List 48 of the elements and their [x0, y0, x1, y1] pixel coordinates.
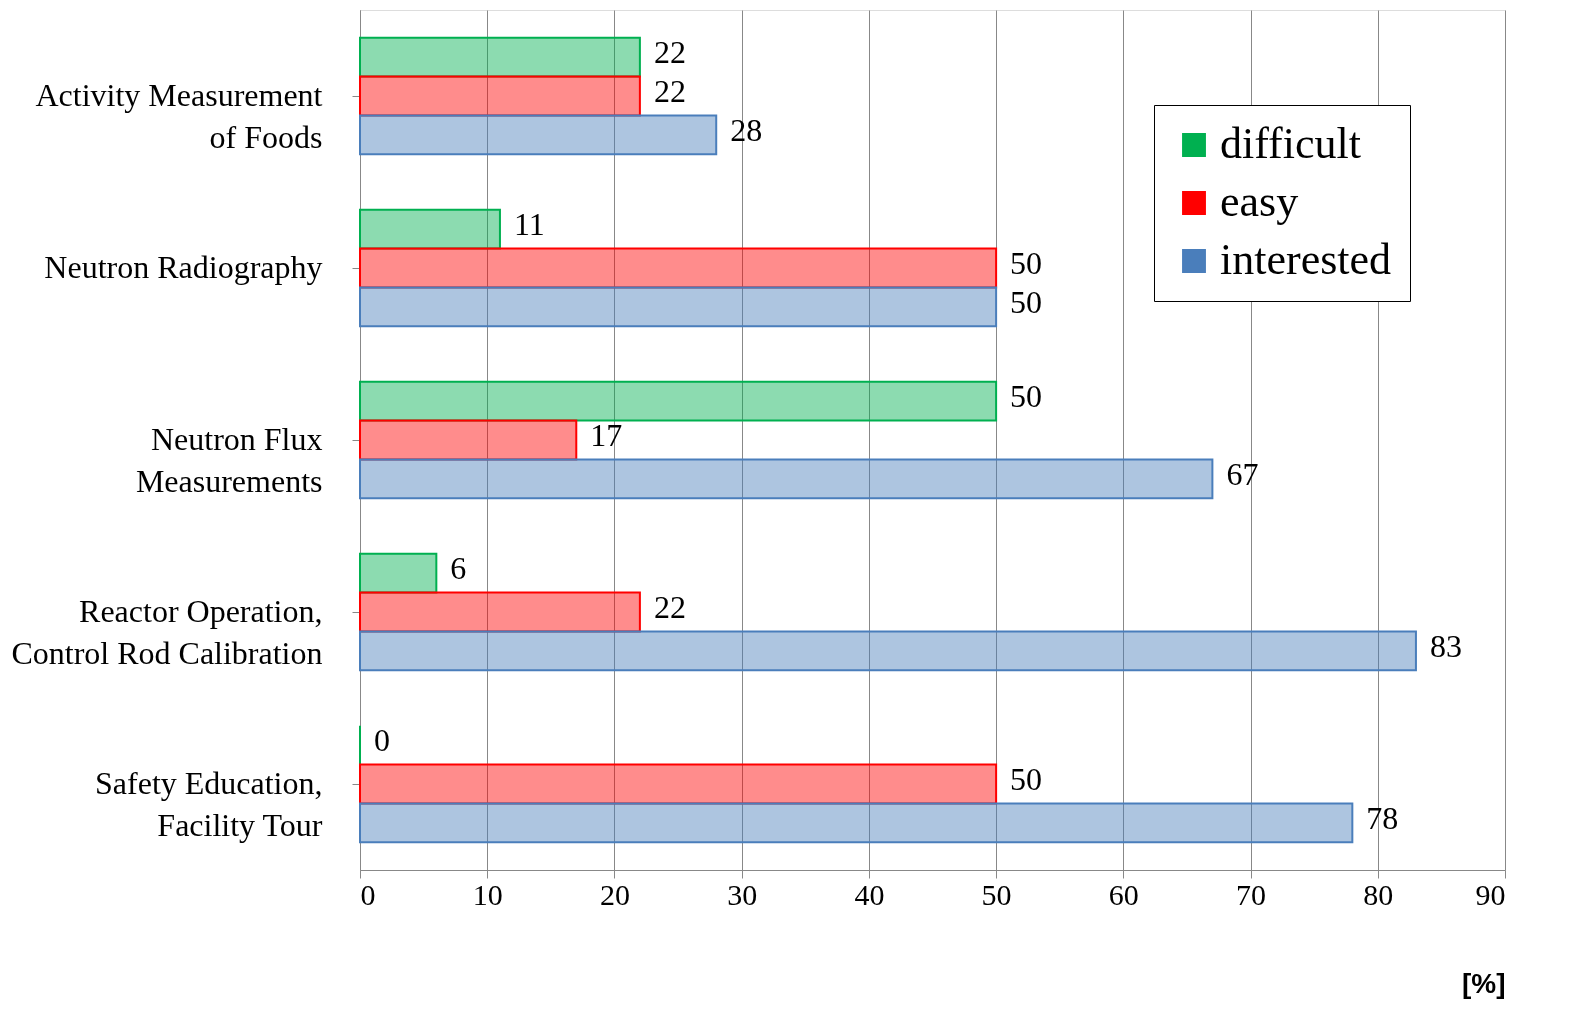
data-label: 6 [450, 550, 467, 587]
bar [359, 114, 718, 156]
data-label: 50 [1010, 245, 1043, 281]
bar [359, 75, 641, 117]
x-axis-title: [%] [1461, 967, 1506, 999]
data-label: 22 [653, 589, 686, 625]
bar [359, 591, 641, 633]
bar [359, 802, 1354, 844]
data-label: 83 [1429, 627, 1462, 664]
bar [359, 380, 998, 422]
y-tick-label: Activity Measurement of Foods [35, 77, 323, 155]
data-label: 50 [1010, 761, 1043, 797]
x-tick-label: 90 [1475, 877, 1506, 911]
x-tick-label: 20 [599, 877, 630, 911]
legend-label: interested [1220, 235, 1392, 284]
data-label: 22 [653, 34, 686, 71]
data-label: 0 [374, 722, 390, 759]
bar [359, 286, 998, 328]
legend-label: difficult [1220, 119, 1361, 168]
bar [359, 208, 501, 250]
data-label: 28 [730, 111, 763, 148]
data-label: 50 [1010, 378, 1043, 415]
data-label: 50 [1010, 283, 1043, 320]
data-label: 78 [1366, 799, 1399, 836]
x-tick-label: 40 [854, 877, 885, 911]
x-tick-label: 60 [1108, 877, 1139, 911]
bar [359, 36, 641, 78]
y-tick-label: Neutron Radiography [44, 249, 323, 285]
bar [359, 630, 1417, 672]
x-tick-label: 0 [360, 877, 376, 911]
bar [359, 419, 578, 461]
bar [359, 763, 998, 805]
x-tick-label: 70 [1236, 877, 1267, 911]
y-tick-label: Reactor Operation, Control Rod Calibration [11, 593, 323, 671]
y-tick-label: Neutron Flux Measurements [135, 421, 323, 499]
data-label: 67 [1226, 455, 1259, 492]
bar [359, 247, 998, 289]
data-label: 11 [513, 206, 545, 243]
x-tick-label: 10 [472, 877, 503, 911]
bar [359, 552, 438, 594]
x-tick-label: 50 [981, 877, 1012, 911]
x-tick-label: 80 [1363, 877, 1394, 911]
legend-label: easy [1220, 177, 1299, 226]
data-label: 22 [653, 73, 686, 109]
x-tick-label: 30 [727, 877, 758, 911]
y-tick-label: Safety Education, Facility Tour [95, 765, 323, 843]
bar [359, 458, 1214, 500]
data-label: 17 [590, 417, 623, 453]
